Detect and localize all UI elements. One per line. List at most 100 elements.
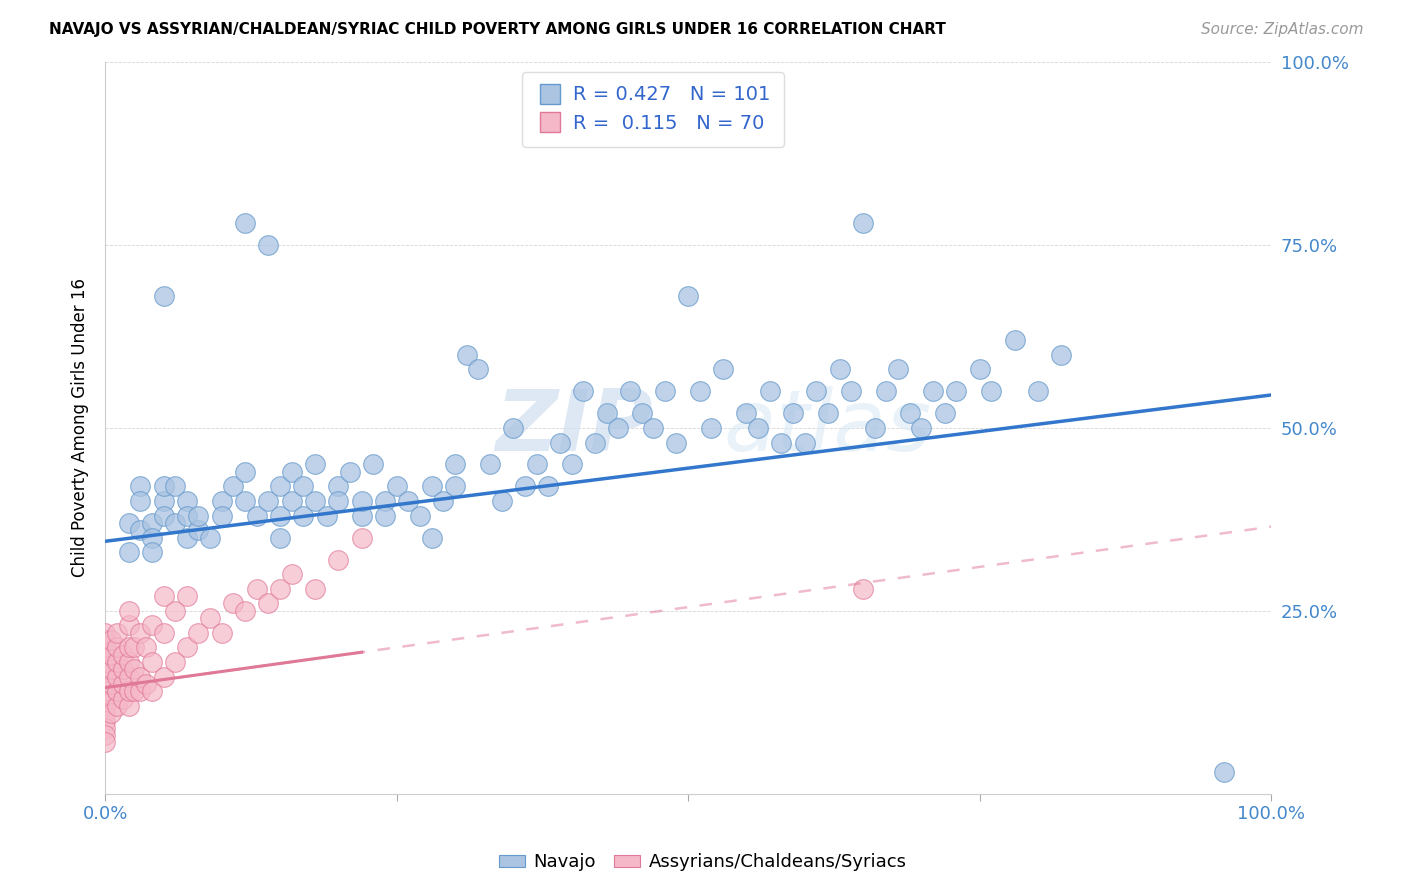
- Point: [269, 531, 291, 545]
- Point: [222, 597, 245, 611]
- Point: [176, 640, 198, 655]
- Point: [117, 604, 139, 618]
- Point: [502, 421, 524, 435]
- Point: [100, 648, 122, 662]
- Point: [94, 677, 117, 691]
- Point: [315, 508, 337, 523]
- Point: [94, 721, 117, 735]
- Point: [491, 494, 513, 508]
- Point: [350, 508, 373, 523]
- Point: [117, 618, 139, 632]
- Point: [111, 662, 134, 676]
- Point: [152, 289, 174, 303]
- Point: [770, 435, 793, 450]
- Point: [420, 479, 443, 493]
- Point: [165, 604, 187, 618]
- Point: [117, 698, 139, 713]
- Point: [94, 684, 117, 698]
- Point: [304, 458, 326, 472]
- Point: [105, 625, 128, 640]
- Point: [94, 640, 117, 655]
- Point: [152, 670, 174, 684]
- Y-axis label: Child Poverty Among Girls Under 16: Child Poverty Among Girls Under 16: [72, 278, 89, 577]
- Point: [922, 384, 945, 399]
- Point: [537, 479, 560, 493]
- Point: [141, 655, 163, 669]
- Point: [339, 465, 361, 479]
- Point: [135, 677, 157, 691]
- Point: [111, 677, 134, 691]
- Point: [875, 384, 897, 399]
- Point: [187, 625, 209, 640]
- Point: [758, 384, 780, 399]
- Point: [689, 384, 711, 399]
- Point: [233, 465, 256, 479]
- Point: [467, 362, 489, 376]
- Point: [700, 421, 723, 435]
- Point: [117, 640, 139, 655]
- Point: [141, 531, 163, 545]
- Point: [94, 655, 117, 669]
- Point: [374, 494, 396, 508]
- Point: [898, 406, 921, 420]
- Point: [363, 458, 385, 472]
- Point: [141, 618, 163, 632]
- Point: [643, 421, 665, 435]
- Point: [619, 384, 641, 399]
- Point: [94, 662, 117, 676]
- Point: [211, 494, 233, 508]
- Point: [129, 479, 152, 493]
- Point: [176, 508, 198, 523]
- Point: [111, 691, 134, 706]
- Point: [269, 508, 291, 523]
- Point: [135, 640, 157, 655]
- Point: [1050, 348, 1073, 362]
- Point: [852, 216, 875, 230]
- Point: [233, 216, 256, 230]
- Point: [583, 435, 606, 450]
- Point: [105, 684, 128, 698]
- Point: [444, 479, 467, 493]
- Point: [152, 508, 174, 523]
- Legend: R = 0.427   N = 101, R =  0.115   N = 70: R = 0.427 N = 101, R = 0.115 N = 70: [523, 72, 785, 147]
- Point: [828, 362, 851, 376]
- Point: [257, 238, 280, 252]
- Point: [94, 706, 117, 721]
- Point: [222, 479, 245, 493]
- Point: [281, 567, 304, 582]
- Point: [513, 479, 536, 493]
- Point: [105, 698, 128, 713]
- Point: [124, 640, 146, 655]
- Point: [328, 552, 350, 566]
- Point: [420, 531, 443, 545]
- Point: [1026, 384, 1049, 399]
- Point: [735, 406, 758, 420]
- Point: [129, 494, 152, 508]
- Point: [246, 582, 269, 596]
- Point: [980, 384, 1002, 399]
- Point: [630, 406, 652, 420]
- Point: [165, 479, 187, 493]
- Point: [141, 516, 163, 530]
- Point: [94, 728, 117, 742]
- Point: [887, 362, 910, 376]
- Point: [328, 494, 350, 508]
- Text: Source: ZipAtlas.com: Source: ZipAtlas.com: [1201, 22, 1364, 37]
- Point: [198, 611, 221, 625]
- Point: [152, 625, 174, 640]
- Point: [165, 516, 187, 530]
- Point: [117, 670, 139, 684]
- Point: [747, 421, 769, 435]
- Point: [211, 625, 233, 640]
- Point: [176, 589, 198, 603]
- Point: [246, 508, 269, 523]
- Text: ZIP: ZIP: [495, 386, 654, 469]
- Point: [456, 348, 478, 362]
- Point: [129, 625, 152, 640]
- Point: [374, 508, 396, 523]
- Point: [117, 655, 139, 669]
- Point: [269, 582, 291, 596]
- Point: [432, 494, 454, 508]
- Point: [211, 508, 233, 523]
- Point: [350, 531, 373, 545]
